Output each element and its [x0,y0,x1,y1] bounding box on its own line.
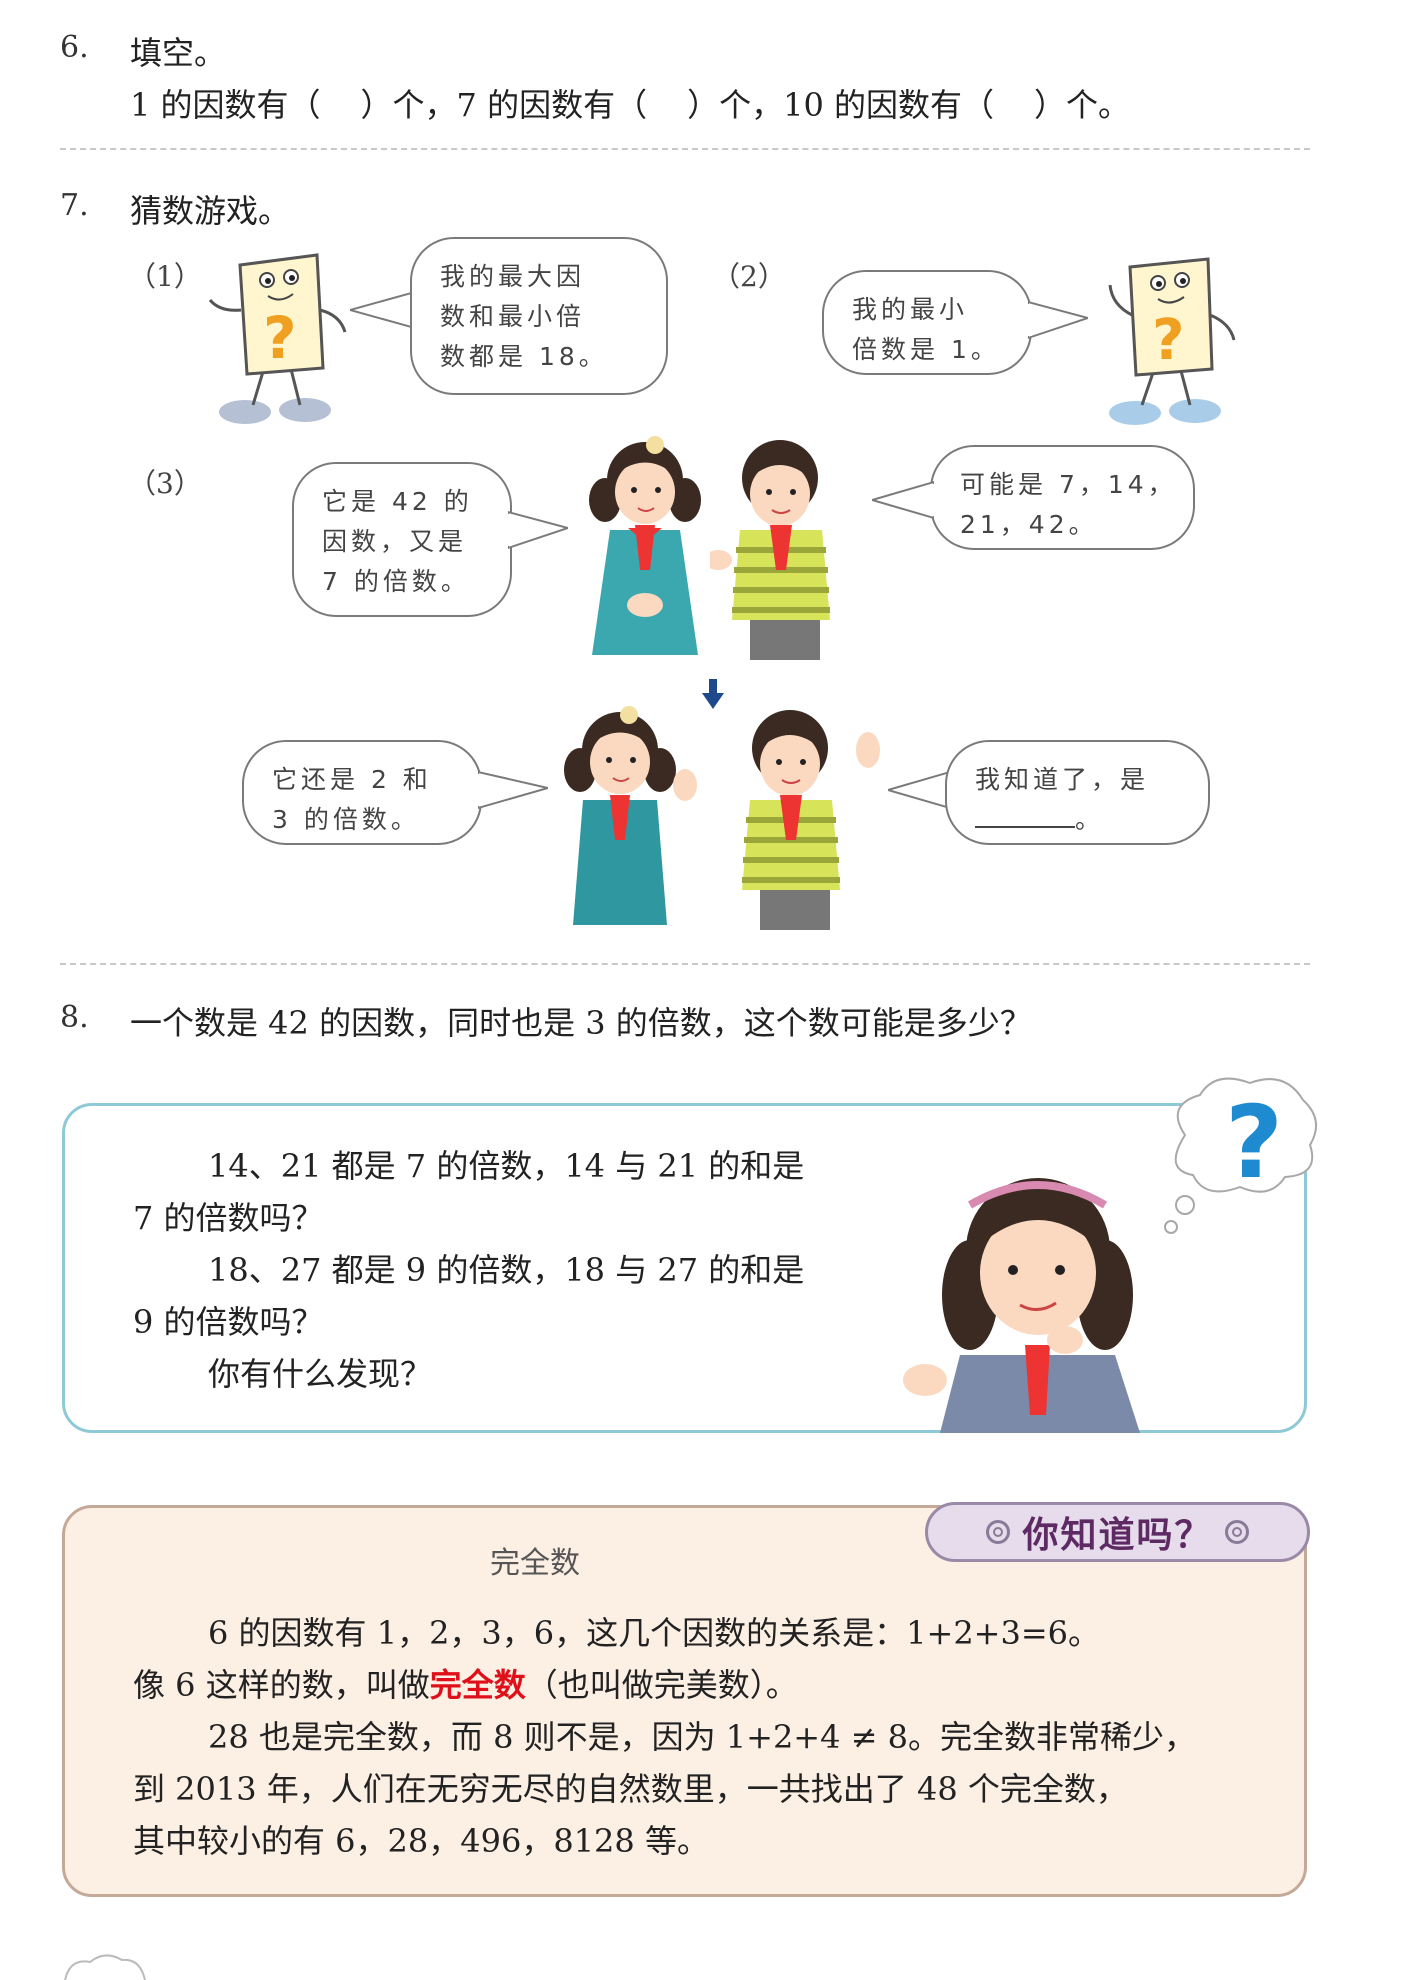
did-you-know-p4: 到 2013 年，人们在无穷无尽的自然数里，一共找出了 48 个完全数， [133,1770,1128,1808]
term-perfect-number: 完全数 [429,1666,526,1704]
q6-part-d: ）个。 [1034,86,1131,124]
badge-label: 你知道吗？ [1022,1515,1213,1556]
q7-part3-boy-bubble: 可能是 7，14， 21，42。 [930,445,1195,550]
q8-number: 8. [60,1000,89,1035]
girl-illustration [564,706,697,925]
thinking-cloud-icon: ? [1164,1077,1318,1234]
divider [60,963,1310,965]
think-line-5: 你有什么发现？ [208,1355,433,1393]
q6-part-b: ）个，7 的因数有（ [360,86,648,124]
q7-part1-label: （1） [128,260,202,293]
q7-title: 猜数游戏。 [130,192,291,230]
did-you-know-p2: 像 6 这样的数，叫做完全数（也叫做完美数）。 [133,1666,798,1704]
think-line-4: 9 的倍数吗？ [133,1303,324,1341]
svg-text:?: ? [1152,308,1184,373]
question-card-character: ? [208,253,347,424]
did-you-know-badge: 你知道吗？ [925,1502,1310,1562]
did-you-know-title: 完全数 [490,1546,580,1581]
ring-icon [986,1520,1011,1544]
q6-title: 填空。 [130,34,227,72]
q7-part2-bubble: 我的最小 倍数是 1。 [822,270,1032,375]
bubble-tail [350,290,415,330]
q7-part1-bubble: 我的最大因 数和最小倍 数都是 18。 [410,237,668,395]
boy-illustration [742,710,880,930]
question-card-character: ? [1108,257,1236,425]
q7-part2-label: （2） [712,260,786,293]
divider [60,148,1310,150]
q6-number: 6. [60,30,89,65]
answer-blank[interactable] [975,802,1075,828]
did-you-know-p5: 其中较小的有 6，28，496，8128 等。 [133,1822,709,1860]
q6-part-c: ）个，10 的因数有（ [687,86,994,124]
did-you-know-box: 完全数 6 的因数有 1，2，3，6，这几个因数的关系是：1+2+3=6。 像 … [62,1505,1307,1897]
bubble-tail [478,770,548,810]
q6-part-a: 1 的因数有（ [130,86,321,124]
q7-part3-girl-bubble: 它是 42 的 因数，又是 7 的倍数。 [292,462,512,617]
boy-illustration [710,440,830,660]
think-line-1: 14、21 都是 7 的倍数，14 与 21 的和是 [208,1147,805,1185]
q6-fill-line: 1 的因数有（ ）个，7 的因数有（ ）个，10 的因数有（ ）个。 [130,80,1130,126]
bubble-tail [888,770,950,810]
bubble-tail [508,510,568,550]
girl-thinking-illustration [903,1178,1140,1433]
did-you-know-p1: 6 的因数有 1，2，3，6，这几个因数的关系是：1+2+3=6。 [208,1614,1101,1652]
q7-part3-girl-bubble2: 它还是 2 和 3 的倍数。 [242,740,482,845]
think-line-3: 18、27 都是 9 的倍数，18 与 27 的和是 [208,1251,805,1289]
think-line-2: 7 的倍数吗？ [133,1199,324,1237]
bubble-tail [872,480,934,520]
q8-text: 一个数是 42 的因数，同时也是 3 的倍数，这个数可能是多少？ [130,1004,1032,1042]
q7-part3-boy-bubble2: 我知道了，是 。 [945,740,1210,845]
svg-text:?: ? [1225,1084,1283,1201]
cloud-decoration [64,1954,146,1980]
bubble-tail [1028,300,1088,340]
q7-part3-label: （3） [128,467,202,500]
girl-illustration [589,436,701,655]
did-you-know-p3: 28 也是完全数，而 8 则不是，因为 1+2+4 ≠ 8。完全数非常稀少， [208,1718,1196,1756]
q7-number: 7. [60,188,89,223]
down-arrow-icon [702,679,724,709]
ring-icon [1224,1520,1249,1544]
svg-text:?: ? [263,304,297,372]
